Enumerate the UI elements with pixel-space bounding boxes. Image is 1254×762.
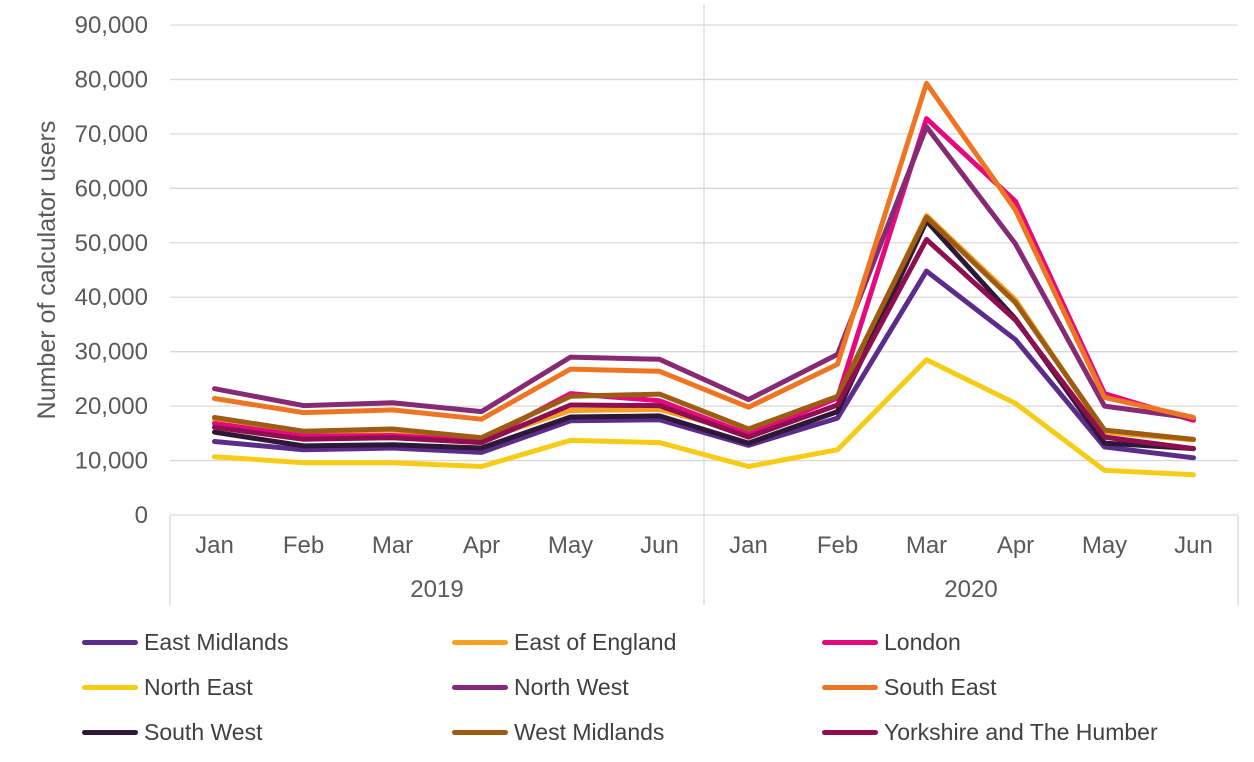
y-tick-label: 20,000 <box>75 393 148 420</box>
y-tick-label: 70,000 <box>75 121 148 148</box>
legend-item: West Midlands <box>452 714 664 750</box>
series-line-south-east <box>212 80 1196 422</box>
legend-item: London <box>822 624 961 660</box>
x-axis: Jan Feb Mar Apr May Jun Jan Feb Mar Apr May Jun 2019… <box>169 5 1239 605</box>
x-tick-label: Apr <box>463 532 500 559</box>
x-tick-label: Feb <box>817 532 858 559</box>
series-lines <box>212 80 1196 478</box>
series-line-west-midlands <box>212 214 1196 442</box>
legend-swatch <box>822 639 878 645</box>
y-tick-label: 50,000 <box>75 230 148 257</box>
x-tick-label: Jun <box>1174 532 1213 559</box>
series-line-east-midlands <box>212 268 1196 461</box>
legend-swatch <box>822 684 878 690</box>
legend-label: South East <box>884 673 997 700</box>
legend-swatch <box>82 684 138 690</box>
legend-swatch <box>822 729 878 735</box>
x-tick-label: Feb <box>283 532 324 559</box>
y-tick-label: 80,000 <box>75 66 148 93</box>
legend-swatch <box>452 639 508 645</box>
x-tick-label: Jan <box>195 532 234 559</box>
legend-label: Yorkshire and The Humber <box>884 718 1158 745</box>
y-tick-label: 10,000 <box>75 448 148 475</box>
legend-swatch <box>82 639 138 645</box>
x-tick-label: Mar <box>906 532 947 559</box>
legend-item: East Midlands <box>82 624 288 660</box>
legend-item: South West <box>82 714 262 750</box>
x-group-label: 2020 <box>944 576 997 603</box>
x-tick-label: May <box>1082 532 1127 559</box>
legend-item: Yorkshire and The Humber <box>822 714 1158 750</box>
legend-label: London <box>884 628 961 655</box>
x-group-label: 2019 <box>410 576 463 603</box>
series-line-north-east <box>212 357 1196 478</box>
legend-label: West Midlands <box>514 718 665 745</box>
y-tick-label: 30,000 <box>75 339 148 366</box>
y-tick-label: 90,000 <box>75 12 148 39</box>
legend-item: East of England <box>452 624 676 660</box>
legend-item: North West <box>452 669 629 705</box>
legend-swatch <box>82 729 138 735</box>
legend-label: East of England <box>514 628 677 655</box>
legend-label: South West <box>144 718 263 745</box>
x-tick-label: May <box>548 532 593 559</box>
x-tick-label: Mar <box>372 532 413 559</box>
legend-label: East Midlands <box>144 628 289 655</box>
y-axis-title: Number of calculator users <box>33 121 61 420</box>
legend-swatch <box>452 684 508 690</box>
legend-swatch <box>452 729 508 735</box>
series-line-north-west <box>212 124 1196 421</box>
legend-label: North West <box>514 673 629 700</box>
y-tick-label: 40,000 <box>75 284 148 311</box>
legend-item: North East <box>82 669 253 705</box>
legend-item: South East <box>822 669 997 705</box>
y-tick-label: 0 <box>135 502 148 529</box>
x-tick-label: Jan <box>729 532 768 559</box>
series-line-yorkshire-and-the-humber <box>212 237 1196 452</box>
y-axis-ticks: 0 10,000 20,000 30,000 40,000 50,000 60,000 70,… <box>75 12 148 529</box>
legend-label: North East <box>144 673 253 700</box>
y-tick-label: 60,000 <box>75 175 148 202</box>
x-tick-label: Apr <box>997 532 1034 559</box>
x-tick-label: Jun <box>640 532 679 559</box>
